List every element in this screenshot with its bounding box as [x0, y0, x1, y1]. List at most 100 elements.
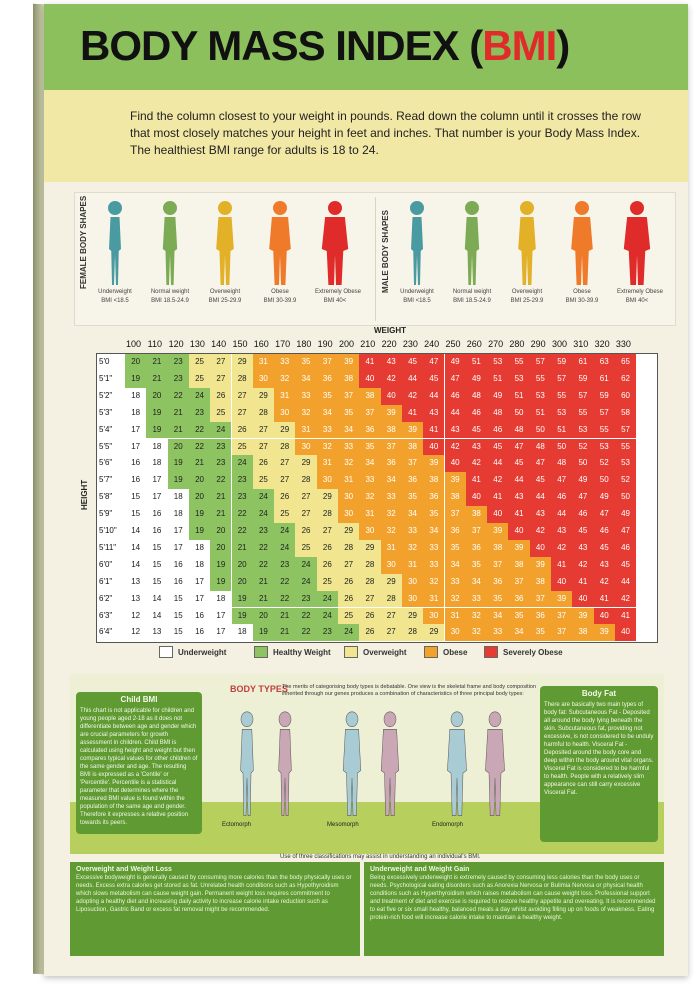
bmi-cell: 57 [529, 354, 551, 371]
bmi-cell: 43 [508, 489, 530, 507]
bmi-cell: 49 [614, 506, 637, 523]
bmi-cell: 21 [146, 370, 168, 388]
bmi-cell: 24 [316, 590, 338, 608]
male-figure-name: Normal weight [452, 289, 492, 295]
weight-header-cell: 270 [488, 339, 504, 349]
bmi-cell: 18 [125, 387, 147, 405]
bmi-cell: 40 [614, 624, 637, 642]
bmi-cell: 33 [359, 472, 381, 490]
male-silhouette-icon [571, 201, 593, 285]
bmi-cell: 38 [529, 573, 551, 591]
female-figure-1: Normal weight BMI 18.5-24.9 [150, 199, 190, 305]
bmi-cell: 17 [210, 624, 232, 642]
bmi-cell: 37 [401, 455, 424, 473]
bmi-cell: 39 [380, 404, 402, 422]
bmi-cell: 37 [338, 387, 360, 405]
bmi-cell: 27 [252, 438, 275, 456]
height-header-cell: 5'11" [99, 542, 117, 552]
bmi-cell: 33 [423, 556, 445, 574]
bmi-cell: 30 [423, 607, 445, 625]
person-outline-icon [447, 711, 467, 816]
bmi-cell: 48 [508, 421, 530, 439]
bmi-cell: 18 [231, 624, 253, 642]
bmi-cell: 50 [572, 455, 594, 473]
bmi-cell: 28 [338, 539, 360, 557]
bmi-cell: 23 [210, 438, 232, 456]
body-type-figure [268, 708, 302, 823]
bmi-cell: 19 [210, 556, 232, 574]
bmi-cell: 50 [593, 472, 615, 490]
bmi-cell: 15 [167, 607, 189, 625]
bmi-cell: 45 [614, 556, 637, 574]
bmi-cell: 47 [572, 489, 594, 507]
bmi-cell: 27 [231, 404, 253, 422]
bmi-cell: 38 [338, 370, 360, 388]
male-figure-name: Underweight [400, 289, 434, 295]
bmi-cell: 59 [551, 354, 573, 371]
legend-item: Underweight [159, 646, 226, 658]
bmi-cell: 51 [529, 404, 551, 422]
bmi-cell: 17 [167, 523, 189, 540]
bmi-cell: 33 [338, 438, 360, 456]
bmi-cell: 53 [551, 404, 573, 422]
bmi-cell: 27 [380, 607, 402, 625]
bmi-cell: 19 [252, 624, 275, 642]
weight-header-cell: 310 [573, 339, 589, 349]
bmi-cell: 30 [359, 523, 381, 540]
bmi-cell: 39 [572, 607, 594, 625]
height-header-cell: 5'3" [99, 407, 113, 417]
bmi-cell: 42 [572, 556, 594, 574]
person-outline-icon [278, 711, 292, 816]
bmi-cell: 32 [316, 438, 338, 456]
weight-header-cell: 180 [296, 339, 312, 349]
bmi-cell: 40 [593, 607, 615, 625]
bmi-cell: 23 [274, 556, 296, 574]
bmi-cell: 47 [551, 472, 573, 490]
bmi-cell: 24 [338, 624, 360, 642]
bmi-cell: 15 [125, 489, 147, 507]
weight-header-cell: 260 [466, 339, 482, 349]
bmi-cell: 21 [231, 539, 253, 557]
bmi-cell: 29 [401, 607, 424, 625]
male-figure-2: Overweight BMI 25-29.9 [507, 199, 547, 305]
instructions-band: Find the column closest to your weight i… [44, 90, 688, 182]
bmi-cell: 23 [231, 472, 253, 490]
bmi-cell: 22 [231, 523, 253, 540]
bmi-cell: 19 [125, 370, 147, 388]
female-silhouette-icon [108, 201, 122, 285]
bmi-cell: 14 [146, 590, 168, 608]
bmi-cell: 61 [593, 370, 615, 388]
bmi-cell: 20 [167, 438, 189, 456]
bmi-cell: 23 [252, 523, 275, 540]
bmi-cell: 63 [593, 354, 615, 371]
bmi-cell: 33 [444, 573, 466, 591]
bmi-cell: 46 [487, 421, 509, 439]
bmi-cell: 23 [167, 354, 189, 371]
bmi-cell: 52 [593, 455, 615, 473]
bmi-cell: 49 [487, 387, 509, 405]
height-header-cell: 5'5" [99, 441, 113, 451]
bmi-cell: 31 [380, 539, 402, 557]
bmi-cell: 22 [295, 624, 317, 642]
bmi-cell: 55 [593, 421, 615, 439]
bmi-cell: 39 [423, 455, 445, 473]
bmi-cell: 43 [572, 539, 594, 557]
bmi-cell: 57 [614, 421, 637, 439]
male-figure-range: BMI 18.5-24.9 [453, 298, 491, 304]
legend-label: Underweight [178, 647, 227, 657]
bmi-cell: 38 [359, 387, 381, 405]
bmi-cell: 28 [380, 590, 402, 608]
height-header-cell: 5'2" [99, 390, 113, 400]
body-shapes-panel: FEMALE BODY SHAPES MALE BODY SHAPES Unde… [74, 192, 676, 326]
female-figure-range: BMI 40< [323, 298, 347, 304]
bmi-cell: 24 [231, 455, 253, 473]
bmi-cell: 29 [380, 573, 402, 591]
bmi-cell: 42 [380, 370, 402, 388]
bmi-cell: 40 [508, 523, 530, 540]
bmi-cell: 34 [487, 607, 509, 625]
bmi-cell: 41 [487, 489, 509, 507]
female-silhouette-icon [321, 201, 349, 285]
bmi-cell: 26 [359, 607, 381, 625]
bmi-cell: 36 [423, 489, 445, 507]
bmi-cell: 18 [146, 438, 168, 456]
